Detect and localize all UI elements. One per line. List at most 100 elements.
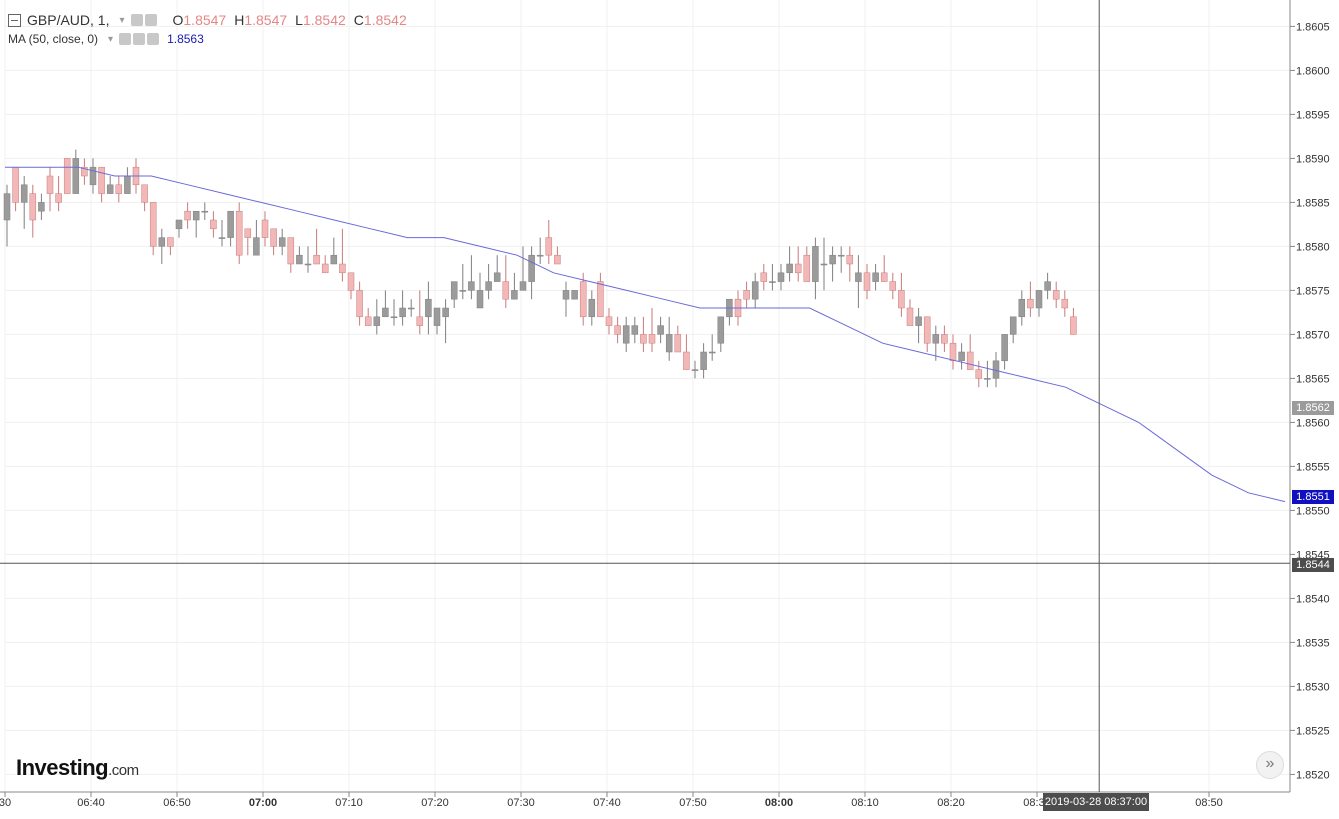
chevron-down-icon[interactable]: ▾: [108, 33, 114, 45]
candle-body: [287, 237, 295, 265]
close-value: 1.8542: [363, 12, 407, 28]
candle-body: [450, 281, 458, 300]
candle-body: [855, 272, 862, 282]
candle-body: [407, 307, 415, 310]
candle-body: [330, 254, 338, 265]
candle-body: [958, 351, 965, 362]
candle-body: [175, 219, 183, 230]
gear-icon[interactable]: [133, 33, 146, 45]
y-tick-label: 1.8530: [1296, 681, 1330, 693]
candle-body: [571, 290, 578, 300]
candle-body: [149, 202, 157, 247]
scroll-to-latest-button[interactable]: »: [1256, 751, 1284, 779]
candle-body: [201, 210, 209, 213]
candle-body: [141, 184, 148, 203]
candle-body: [72, 158, 80, 194]
x-tick-label: 07:20: [421, 797, 449, 809]
candle-body: [235, 210, 243, 256]
candle-body: [261, 219, 269, 238]
x-tick-label: 07:30: [507, 797, 535, 809]
visibility-icon[interactable]: [119, 33, 132, 45]
candle-body: [794, 263, 802, 274]
collapse-legend-icon[interactable]: [8, 13, 21, 27]
candle-body: [519, 281, 527, 291]
candle-body: [425, 298, 432, 318]
low-value: 1.8542: [302, 12, 346, 28]
x-tick-label: 08:50: [1195, 797, 1223, 809]
visibility-icon[interactable]: [130, 14, 143, 26]
candle-body: [55, 193, 62, 203]
candle-body: [803, 254, 811, 282]
candle-body: [708, 351, 716, 354]
gear-icon[interactable]: [144, 14, 157, 26]
candle-body: [545, 237, 553, 256]
candle-body: [1009, 316, 1017, 335]
candle-body: [597, 281, 604, 318]
candle-body: [622, 325, 630, 344]
candle-body: [218, 237, 226, 239]
candle-body: [966, 351, 974, 370]
candle-body: [717, 316, 725, 344]
candle-body: [683, 351, 690, 370]
candle-body: [915, 316, 922, 326]
x-tick-label: 07:10: [335, 797, 363, 809]
candle-body: [3, 193, 11, 221]
candle-body: [700, 351, 707, 370]
candle-body: [502, 281, 510, 300]
candle-body: [743, 290, 750, 300]
candle-body: [433, 307, 441, 326]
y-tick-label: 1.8605: [1296, 21, 1330, 33]
legend-controls: [130, 14, 157, 26]
ma-value: 1.8563: [167, 32, 204, 46]
candle-body: [665, 334, 673, 353]
candle-body: [382, 307, 389, 318]
candle-body: [390, 316, 398, 319]
y-tick-label: 1.8560: [1296, 417, 1330, 429]
logo-suffix: .com: [108, 762, 139, 779]
chevron-down-icon[interactable]: ▾: [119, 14, 125, 26]
y-tick-label: 1.8525: [1296, 725, 1330, 737]
candle-body: [829, 254, 836, 265]
candle-body: [949, 342, 957, 362]
ma-price-tag: 1.8551: [1292, 490, 1334, 504]
candle-body: [124, 175, 131, 194]
candle-body: [562, 290, 570, 300]
candle-body: [846, 254, 854, 265]
candle-body: [588, 298, 596, 318]
symbol-label: GBP/AUD, 1,: [27, 12, 110, 28]
candle-body: [89, 166, 97, 186]
candle-body: [1061, 298, 1069, 309]
candle-body: [339, 263, 346, 274]
close-key: C: [353, 12, 364, 28]
candle-body: [98, 166, 105, 194]
x-tick-label: 07:50: [679, 797, 707, 809]
y-tick-label: 1.8540: [1296, 593, 1330, 605]
y-tick-label: 1.8595: [1296, 109, 1330, 121]
candle-body: [923, 316, 931, 344]
candle-body: [12, 166, 19, 203]
close-icon[interactable]: [147, 33, 160, 45]
candle-body: [1035, 290, 1043, 309]
x-tick-label: 08:10: [851, 797, 879, 809]
candle-body: [253, 237, 260, 256]
candle-body: [321, 263, 329, 274]
candle-body: [1001, 334, 1008, 362]
candle-body: [1018, 298, 1026, 318]
candle-body: [356, 290, 363, 318]
x-tick-label: 07:00: [249, 797, 277, 809]
candle-body: [528, 254, 535, 282]
candle-body: [476, 290, 484, 309]
candle-body: [975, 369, 983, 379]
candle-body: [837, 254, 845, 257]
candle-body: [46, 175, 54, 194]
candle-body: [158, 237, 166, 247]
candle-body: [906, 307, 914, 326]
candle-body: [399, 307, 406, 318]
candle-body: [812, 246, 819, 282]
candle-body: [468, 281, 475, 291]
candle-body: [769, 281, 776, 283]
candle-body: [760, 272, 768, 282]
